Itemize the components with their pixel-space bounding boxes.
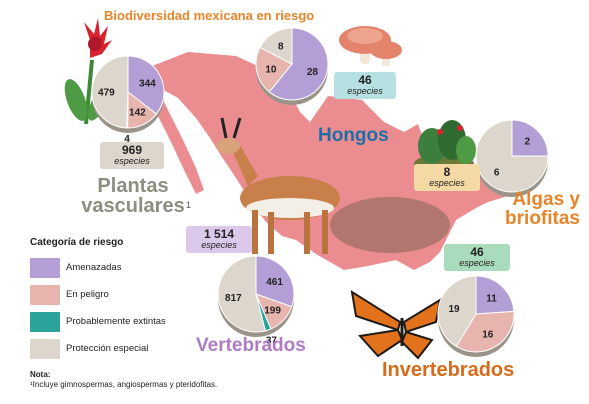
pie-slice-en-peligro bbox=[455, 310, 515, 353]
mexico-map-shape bbox=[142, 52, 510, 270]
total-species-count: 1 514 bbox=[203, 227, 235, 241]
pie-slice-amenazadas bbox=[255, 255, 295, 308]
total-species-label: especies bbox=[347, 86, 383, 97]
pie-slice-proteccion-especial bbox=[437, 275, 477, 348]
pie-slice-amenazadas bbox=[127, 55, 165, 115]
pie-data-label: 479 bbox=[98, 88, 115, 99]
pie-slice-proteccion-especial bbox=[91, 55, 129, 129]
pie-data-label: 16 bbox=[482, 330, 494, 341]
pie-invertebrados: 11 16 19 bbox=[437, 275, 515, 357]
pie-data-label: 2 bbox=[525, 137, 531, 148]
pie-data-label: 817 bbox=[225, 293, 242, 304]
total-badge-hongos: 46 especies bbox=[334, 72, 396, 100]
pie-algas-y-briofitas: 26 bbox=[475, 119, 549, 197]
group-title-vertebrados: Vertebrados bbox=[196, 336, 336, 355]
pie-slice-proteccion-especial bbox=[217, 255, 266, 333]
group-title-invertebrados: Invertebrados bbox=[382, 360, 542, 380]
pie-plantas-vasculares: 344 142 4 479 bbox=[91, 55, 165, 145]
footnote-mark: 1 bbox=[186, 200, 192, 210]
legend-label: En peligro bbox=[66, 289, 109, 300]
total-badge-vertebrados: 1 514 especies bbox=[186, 226, 252, 254]
pie-slice-proteccion-especial bbox=[259, 27, 293, 65]
total-badge-plantas-vasculares: 969 especies bbox=[100, 142, 164, 170]
pie-slice-amenazadas bbox=[268, 27, 329, 101]
flor-roja-icon bbox=[64, 18, 112, 125]
legend-swatch bbox=[30, 311, 60, 332]
legend-label: Amenazadas bbox=[66, 262, 122, 273]
legend: Categoría de riesgo Amenazadas En peligr… bbox=[30, 237, 200, 362]
group-title-hongos: Hongos bbox=[318, 126, 418, 145]
pie-hongos: 28 108 bbox=[255, 27, 329, 105]
group-title-plantas-vasculares: Plantas vasculares bbox=[78, 176, 188, 216]
total-species-label: especies bbox=[429, 178, 465, 189]
legend-title: Categoría de riesgo bbox=[30, 237, 124, 248]
note-footnote: ¹Incluye gimnospermas, angiospermas y pt… bbox=[30, 380, 218, 389]
pie-data-label: 142 bbox=[129, 107, 146, 118]
pie-slice-amenazadas bbox=[475, 275, 515, 315]
hongos-icon bbox=[339, 26, 402, 66]
pie-slice-en-peligro bbox=[255, 46, 293, 93]
pie-data-label: 6 bbox=[494, 167, 500, 178]
total-badge-algas-y-briofitas: 8 especies bbox=[414, 164, 480, 192]
note-label: Nota: bbox=[30, 370, 51, 379]
pie-data-label: 8 bbox=[278, 42, 284, 53]
legend-label: Probablemente extintas bbox=[66, 316, 166, 327]
pie-data-label: 19 bbox=[448, 304, 460, 315]
pie-data-label: 461 bbox=[266, 277, 283, 288]
pie-data-label: 10 bbox=[265, 64, 277, 75]
group-title-line: Algas y bbox=[512, 189, 580, 210]
total-species-label: especies bbox=[459, 258, 495, 269]
group-title-algas-y-briofitas: Algas y briofitas bbox=[468, 190, 580, 228]
legend-swatch bbox=[30, 338, 60, 359]
total-species-count: 969 bbox=[121, 143, 143, 157]
legend-item-proteccion-especial: Protección especial bbox=[30, 335, 200, 362]
note: Nota: ¹Incluye gimnospermas, angiosperma… bbox=[30, 370, 217, 390]
pie-slice-proteccion-especial bbox=[475, 119, 549, 193]
legend-label: Protección especial bbox=[66, 343, 149, 354]
mariposa-monarca-icon bbox=[350, 289, 442, 360]
pie-data-label: 11 bbox=[486, 293, 497, 304]
pie-data-label: 37 bbox=[266, 336, 278, 347]
group-title-line: Invertebrados bbox=[382, 359, 515, 381]
berrendo-icon bbox=[216, 117, 340, 254]
group-title-line: Plantas bbox=[97, 175, 169, 197]
total-species-label: especies bbox=[201, 240, 237, 251]
legend-item-amenazadas: Amenazadas bbox=[30, 254, 200, 281]
chart-title: Biodiversidad mexicana en riesgo bbox=[104, 8, 315, 23]
baja-california-shape bbox=[150, 88, 204, 194]
group-title-line: Vertebrados bbox=[196, 335, 306, 356]
legend-item-en-peligro: En peligro bbox=[30, 281, 200, 308]
pie-data-label: 4 bbox=[124, 134, 130, 145]
total-species-count: 46 bbox=[358, 73, 372, 87]
pie-slice-amenazadas bbox=[511, 119, 549, 157]
pie-vertebrados: 461 199 37 817 bbox=[217, 255, 295, 347]
total-species-count: 8 bbox=[443, 165, 451, 179]
group-title-line: vasculares bbox=[81, 195, 185, 217]
pie-data-label: 344 bbox=[139, 79, 156, 90]
total-species-count: 46 bbox=[470, 245, 484, 259]
legend-item-probablemente-extintas: Probablemente extintas bbox=[30, 308, 200, 335]
pie-data-label: 28 bbox=[307, 67, 319, 78]
map-shadow bbox=[330, 197, 450, 253]
pie-data-label: 199 bbox=[264, 306, 281, 317]
legend-swatch bbox=[30, 257, 60, 278]
group-title-line: briofitas bbox=[505, 208, 580, 229]
group-title-line: Hongos bbox=[318, 125, 389, 146]
total-species-label: especies bbox=[114, 156, 150, 167]
legend-swatch bbox=[30, 284, 60, 305]
total-badge-invertebrados: 46 especies bbox=[444, 244, 510, 272]
